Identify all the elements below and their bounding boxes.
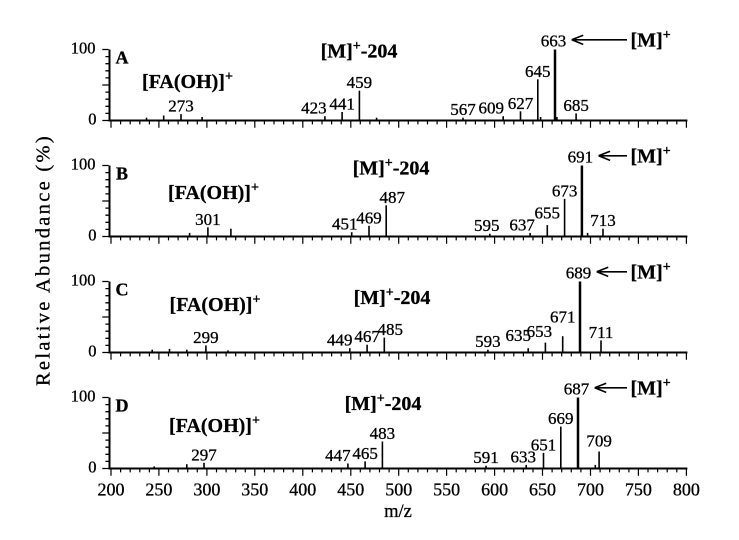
svg-text:637: 637 (509, 215, 535, 234)
svg-text:467: 467 (354, 327, 380, 346)
svg-text:Relative Abundance (%): Relative Abundance (%) (33, 134, 55, 386)
svg-text:669: 669 (548, 409, 574, 428)
svg-text:[M]+-204: [M]+-204 (354, 286, 431, 310)
svg-text:451: 451 (332, 215, 358, 234)
svg-text:691: 691 (568, 148, 594, 167)
svg-text:595: 595 (474, 216, 500, 235)
svg-text:485: 485 (378, 320, 404, 339)
svg-text:[M]+-204: [M]+-204 (353, 156, 430, 180)
svg-text:627: 627 (508, 94, 534, 113)
svg-text:[FA(OH)]+: [FA(OH)]+ (170, 293, 261, 317)
svg-text:645: 645 (525, 62, 551, 81)
svg-text:689: 689 (566, 264, 592, 283)
svg-text:0: 0 (88, 110, 96, 129)
svg-text:C: C (116, 280, 129, 300)
svg-text:633: 633 (510, 447, 536, 466)
svg-text:447: 447 (325, 446, 351, 465)
svg-text:651: 651 (531, 435, 557, 454)
svg-text:650: 650 (529, 480, 556, 500)
svg-text:0: 0 (88, 458, 96, 477)
svg-text:673: 673 (552, 181, 578, 200)
svg-text:D: D (116, 396, 129, 416)
svg-text:593: 593 (475, 332, 501, 351)
svg-text:[M]+: [M]+ (631, 28, 671, 52)
svg-text:550: 550 (433, 480, 460, 500)
svg-text:350: 350 (241, 480, 268, 500)
svg-text:100: 100 (71, 271, 96, 290)
svg-text:299: 299 (193, 328, 219, 347)
svg-text:635: 635 (505, 326, 531, 345)
svg-text:567: 567 (450, 100, 476, 119)
svg-text:600: 600 (481, 480, 508, 500)
svg-text:A: A (116, 48, 129, 68)
svg-text:655: 655 (535, 204, 561, 223)
svg-text:713: 713 (590, 211, 616, 230)
svg-text:100: 100 (71, 155, 96, 174)
svg-text:0: 0 (88, 226, 96, 245)
svg-text:[M]+: [M]+ (631, 376, 671, 400)
svg-text:250: 250 (145, 480, 172, 500)
svg-text:711: 711 (589, 323, 614, 342)
svg-text:[FA(OH)]+: [FA(OH)]+ (168, 180, 259, 204)
svg-text:100: 100 (71, 39, 96, 58)
svg-text:300: 300 (193, 480, 220, 500)
svg-text:m/z: m/z (384, 502, 412, 522)
svg-text:653: 653 (527, 322, 553, 341)
svg-text:483: 483 (370, 424, 396, 443)
svg-text:[M]+: [M]+ (631, 260, 671, 284)
svg-text:469: 469 (356, 208, 382, 227)
svg-text:709: 709 (586, 432, 612, 451)
svg-text:700: 700 (577, 480, 604, 500)
svg-text:400: 400 (289, 480, 316, 500)
svg-text:[M]+: [M]+ (631, 144, 671, 168)
svg-text:[M]+-204: [M]+-204 (321, 39, 398, 63)
svg-text:[M]+-204: [M]+-204 (345, 392, 422, 416)
svg-text:465: 465 (352, 444, 378, 463)
svg-text:200: 200 (98, 480, 125, 500)
svg-text:459: 459 (347, 73, 373, 92)
svg-text:500: 500 (385, 480, 412, 500)
svg-text:301: 301 (195, 210, 221, 229)
svg-text:671: 671 (550, 308, 576, 327)
svg-text:423: 423 (301, 99, 327, 118)
svg-text:B: B (116, 164, 128, 184)
svg-text:687: 687 (564, 380, 590, 399)
svg-text:487: 487 (379, 188, 405, 207)
svg-text:100: 100 (71, 387, 96, 406)
svg-text:591: 591 (473, 448, 499, 467)
svg-text:449: 449 (327, 331, 353, 350)
svg-text:800: 800 (673, 480, 700, 500)
svg-text:273: 273 (168, 97, 194, 116)
svg-text:0: 0 (88, 342, 96, 361)
svg-text:[FA(OH)]+: [FA(OH)]+ (142, 70, 233, 94)
svg-text:450: 450 (337, 480, 364, 500)
svg-text:685: 685 (563, 96, 589, 115)
svg-text:297: 297 (191, 445, 217, 464)
svg-text:609: 609 (478, 99, 504, 118)
svg-text:441: 441 (329, 95, 355, 114)
svg-text:[FA(OH)]+: [FA(OH)]+ (169, 414, 260, 438)
svg-text:750: 750 (625, 480, 652, 500)
svg-text:663: 663 (541, 32, 567, 51)
